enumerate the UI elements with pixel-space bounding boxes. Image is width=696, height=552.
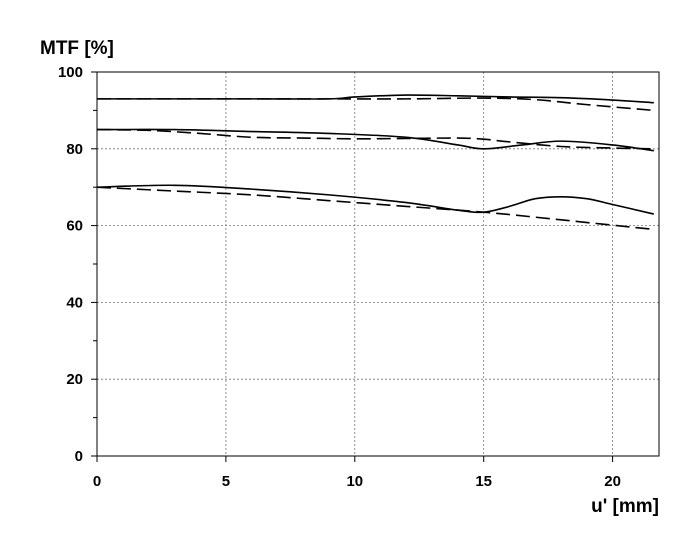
x-tick-label-10: 10 xyxy=(346,473,363,490)
y-tick-label-20: 20 xyxy=(66,371,83,388)
series-line-3-solid xyxy=(96,128,654,152)
y-axis-title: MTF [%] xyxy=(40,38,114,59)
tick-labels: 0 20 40 60 80 100 0 5 10 15 20 xyxy=(58,64,621,490)
series-line-6-dashed xyxy=(96,186,654,231)
x-tick-label-0: 0 xyxy=(93,473,101,490)
series-line-4-dashed xyxy=(96,128,654,150)
y-tick-label-60: 60 xyxy=(66,218,83,235)
y-tick-label-40: 40 xyxy=(66,294,83,311)
y-tick-label-80: 80 xyxy=(66,141,83,158)
axes xyxy=(91,71,660,462)
x-tick-label-15: 15 xyxy=(475,473,492,490)
series-lines xyxy=(96,94,655,231)
x-tick-label-5: 5 xyxy=(222,473,230,490)
y-tick-label-0: 0 xyxy=(75,448,83,465)
y-tick-label-100: 100 xyxy=(58,64,83,81)
x-axis-title: u' [mm] xyxy=(591,496,659,517)
x-tick-label-20: 20 xyxy=(604,473,621,490)
series-line-5-solid xyxy=(96,184,655,215)
series-line-2-dashed xyxy=(97,97,654,112)
